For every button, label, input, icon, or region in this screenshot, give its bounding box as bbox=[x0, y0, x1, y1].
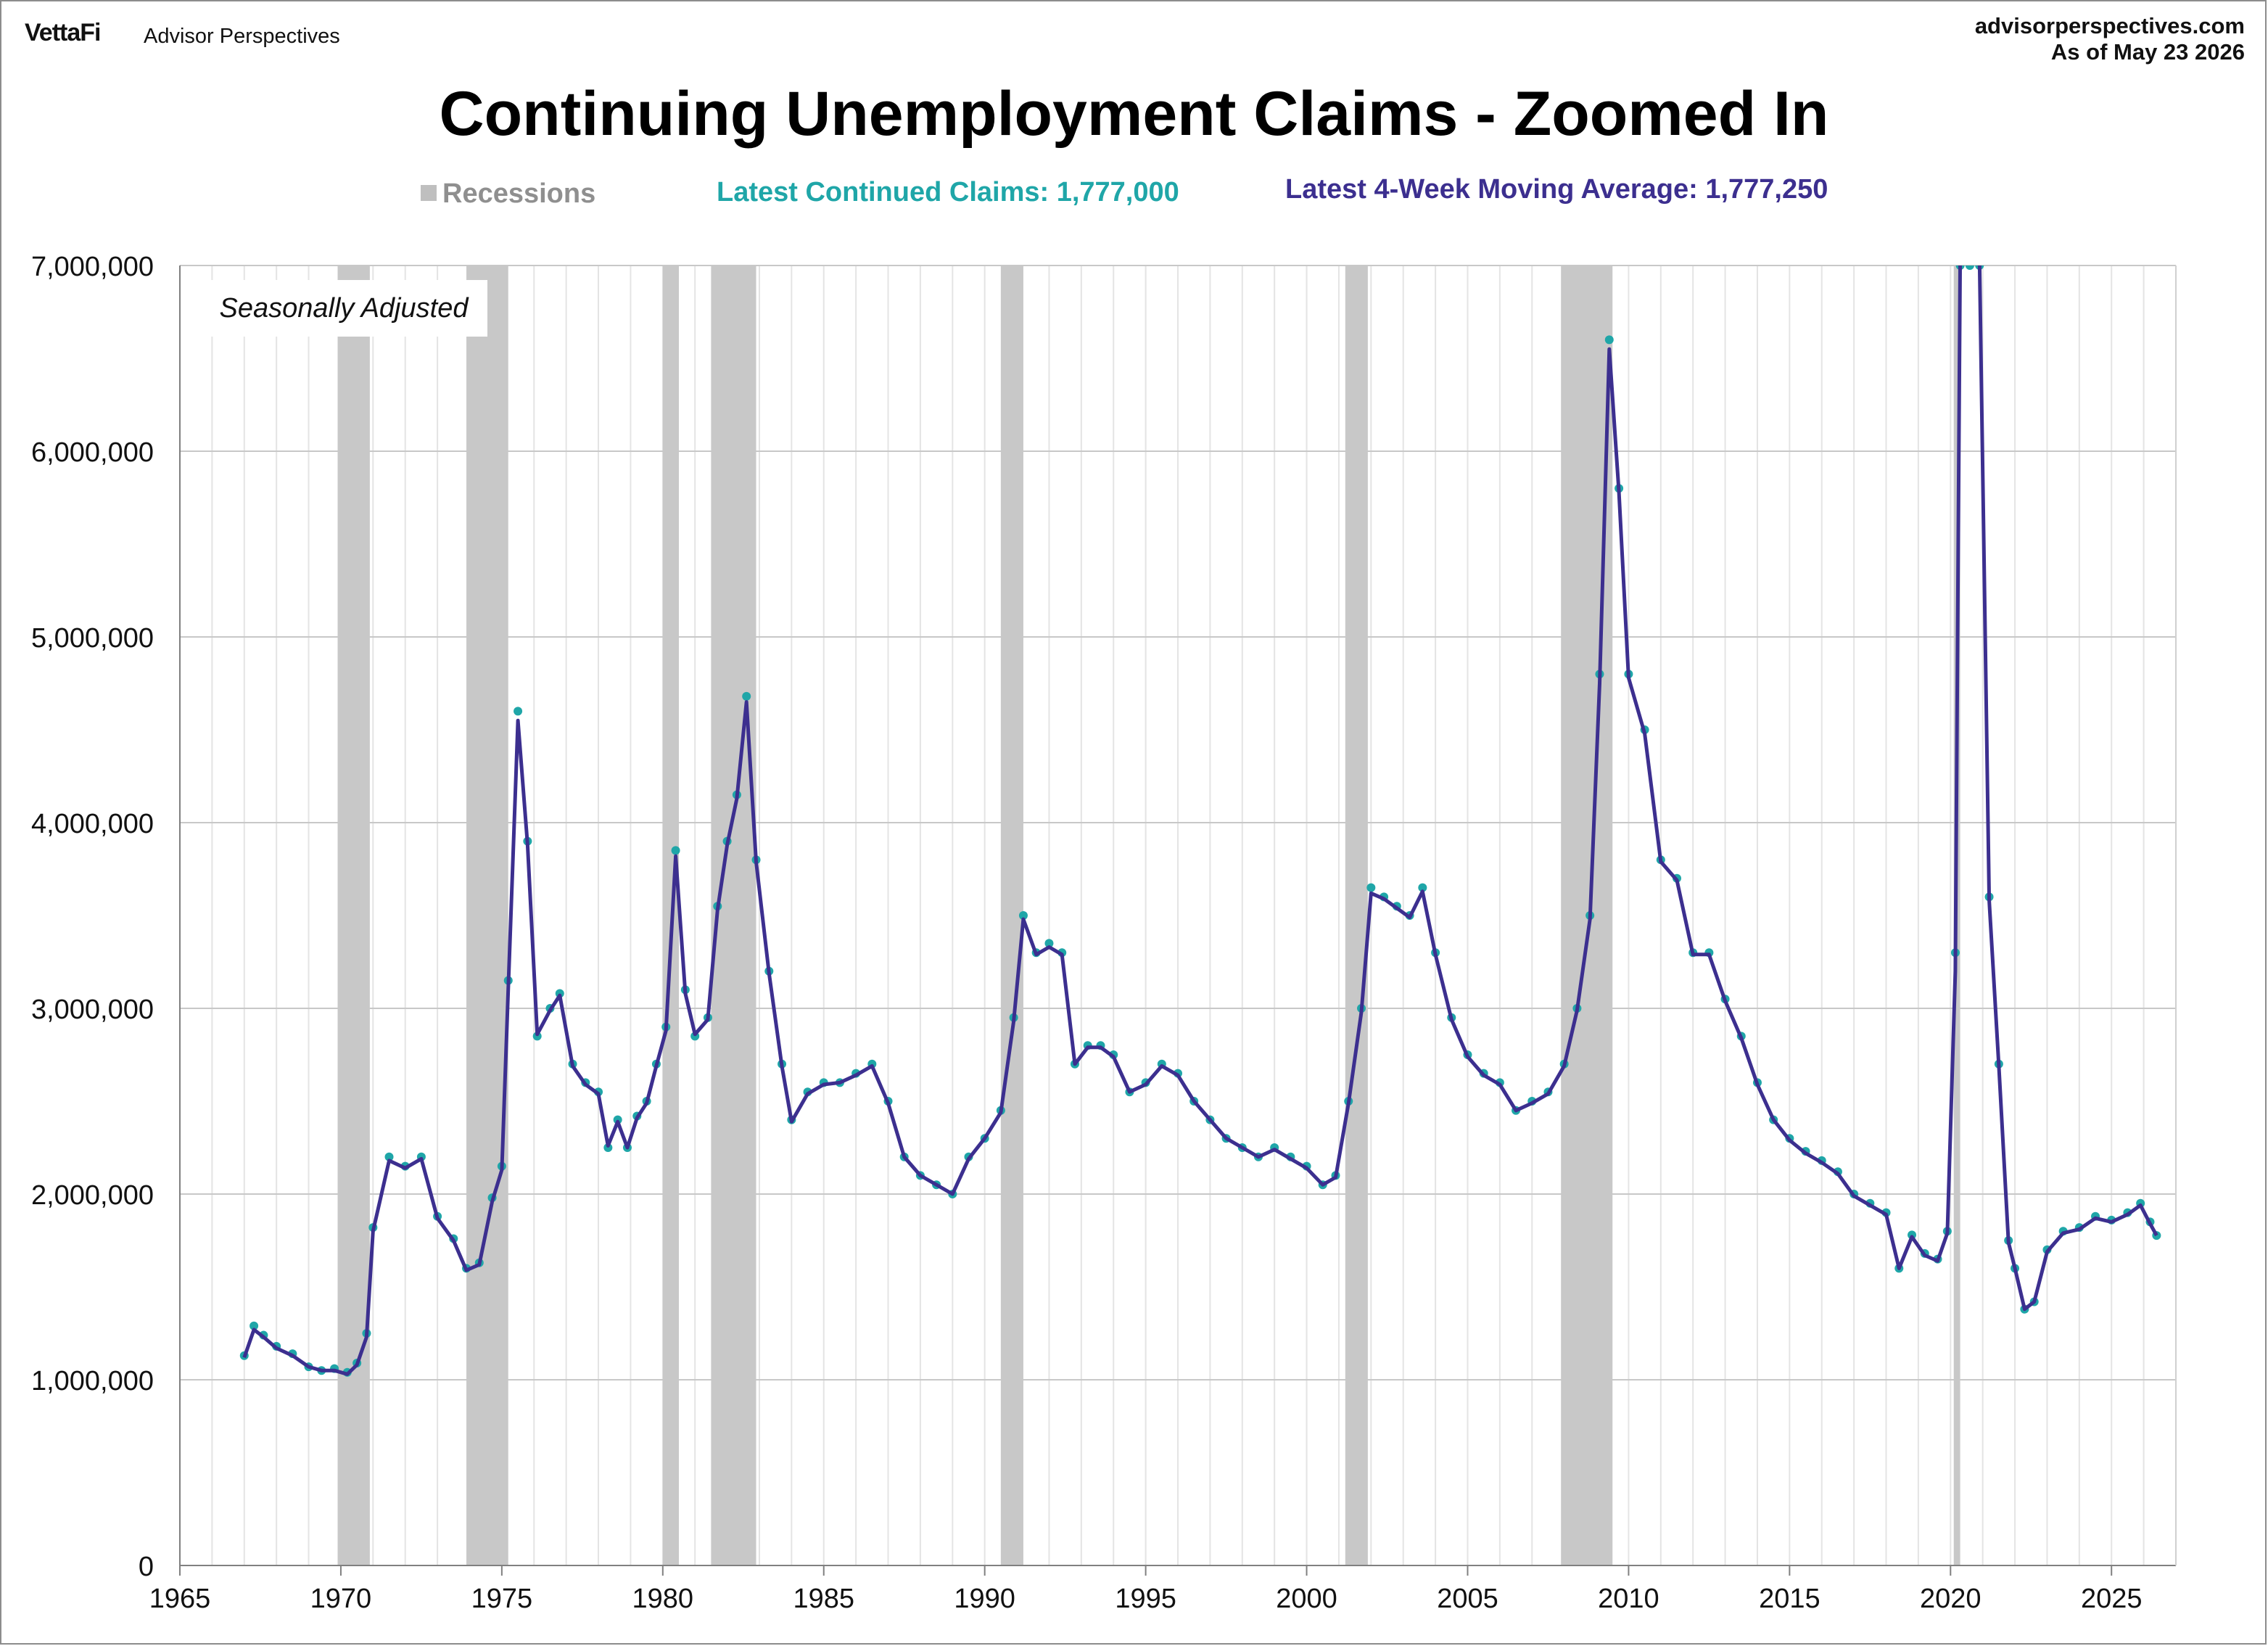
legend-recessions: Recessions bbox=[421, 178, 595, 210]
y-tick-label: 2,000,000 bbox=[31, 1180, 154, 1211]
annotation-box bbox=[200, 280, 487, 337]
x-tick-label: 1985 bbox=[793, 1584, 854, 1614]
y-tick-label: 1,000,000 bbox=[31, 1366, 154, 1396]
vettafi-logo: VettaFi bbox=[25, 19, 101, 46]
claims-point bbox=[1044, 939, 1054, 948]
claims-point bbox=[613, 1115, 622, 1124]
claims-point bbox=[1366, 883, 1376, 892]
x-tick-label: 2010 bbox=[1598, 1584, 1659, 1614]
x-tick-label: 2020 bbox=[1920, 1584, 1982, 1614]
y-tick-label: 4,000,000 bbox=[31, 809, 154, 839]
claims-point bbox=[1965, 266, 1974, 270]
claims-point bbox=[514, 707, 523, 716]
as-of-date: As of May 23 2026 bbox=[2050, 39, 2245, 65]
claims-point bbox=[603, 1143, 613, 1152]
recession-band bbox=[466, 266, 508, 1565]
legend-latest-moving-average: Latest 4-Week Moving Average: 1,777,250 bbox=[1285, 174, 1828, 205]
legend-recessions-label: Recessions bbox=[442, 178, 596, 209]
claims-point bbox=[1018, 911, 1028, 920]
site-url: advisorperspectives.com bbox=[1974, 13, 2245, 38]
x-tick-label: 1995 bbox=[1115, 1584, 1176, 1614]
claims-point bbox=[1418, 883, 1427, 892]
claims-point bbox=[250, 1321, 259, 1330]
legend-latest-claims: Latest Continued Claims: 1,777,000 bbox=[717, 177, 1179, 207]
x-tick-label: 1965 bbox=[149, 1584, 211, 1614]
y-tick-label: 3,000,000 bbox=[31, 995, 154, 1025]
y-tick-label: 7,000,000 bbox=[31, 252, 154, 282]
x-tick-label: 2005 bbox=[1437, 1584, 1498, 1614]
x-tick-label: 1990 bbox=[954, 1584, 1015, 1614]
recession-band bbox=[1345, 266, 1368, 1565]
moving-average-line bbox=[242, 266, 2158, 1376]
recession-swatch bbox=[421, 185, 437, 201]
x-tick-label: 2000 bbox=[1276, 1584, 1337, 1614]
y-tick-label: 5,000,000 bbox=[31, 623, 154, 654]
claims-point bbox=[384, 1152, 394, 1161]
y-tick-label: 6,000,000 bbox=[31, 437, 154, 468]
x-tick-label: 1980 bbox=[632, 1584, 694, 1614]
claims-point bbox=[742, 691, 751, 701]
claims-point bbox=[1604, 335, 1614, 345]
chart-title: Continuing Unemployment Claims - Zoomed … bbox=[439, 79, 1829, 149]
advisor-perspectives-logo: Advisor Perspectives bbox=[144, 25, 340, 48]
y-tick-label: 0 bbox=[139, 1552, 154, 1582]
x-tick-label: 1970 bbox=[310, 1584, 372, 1614]
annotation-seasonally-adjusted: Seasonally Adjusted bbox=[220, 293, 470, 324]
recession-band bbox=[337, 266, 370, 1565]
x-tick-label: 1975 bbox=[471, 1584, 533, 1614]
claims-point bbox=[671, 846, 680, 855]
x-tick-label: 2015 bbox=[1759, 1584, 1820, 1614]
x-tick-label: 2025 bbox=[2081, 1584, 2143, 1614]
